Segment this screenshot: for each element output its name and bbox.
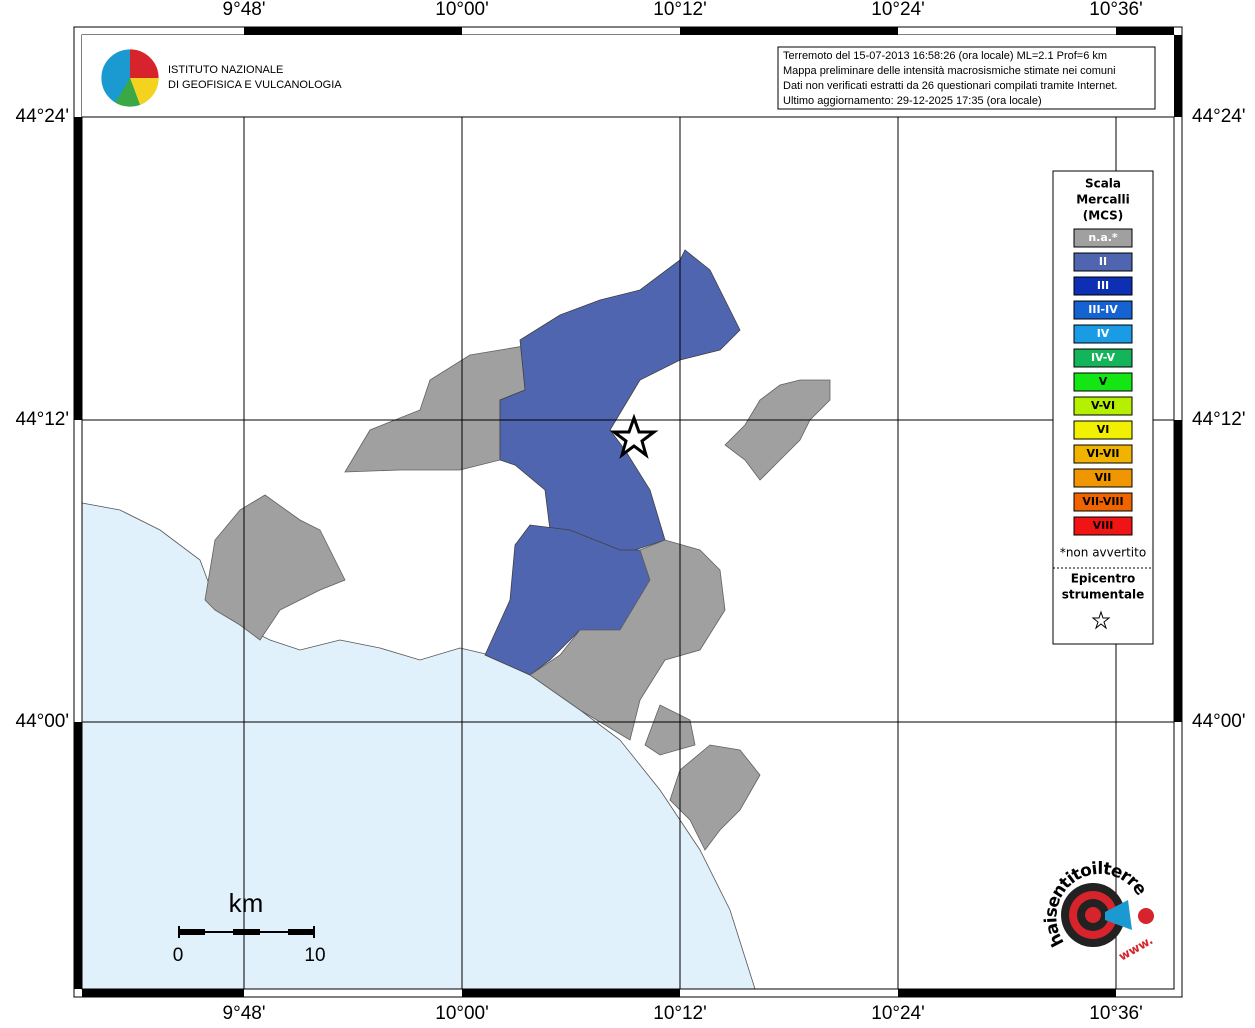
scale-start: 0 (173, 945, 184, 966)
info-box (777, 46, 1156, 110)
legend-label: IV (1097, 327, 1110, 340)
info-line: Dati non verificati estratti da 26 quest… (783, 80, 1117, 92)
scale-bar-ticks (178, 926, 315, 938)
longitude-label: 9°48' (223, 0, 266, 20)
legend-swatch (1073, 420, 1133, 440)
longitude-label: 10°12' (653, 1003, 707, 1024)
legend-swatch (1073, 372, 1133, 392)
info-line: Ultimo aggiornamento: 29-12-2025 17:35 (… (783, 95, 1042, 107)
municipality-na (669, 744, 761, 851)
legend-label: VII-VIII (1082, 495, 1123, 508)
municipality-na (644, 704, 696, 756)
municipality-na (529, 539, 726, 741)
institute-name: DI GEOFISICA E VULCANOLOGIA (168, 79, 342, 91)
latitude-label: 44°24' (16, 106, 70, 127)
legend-label: V-VI (1091, 399, 1115, 412)
latitude-label: 44°12' (1192, 409, 1246, 430)
scale-end: 10 (304, 945, 325, 966)
frame-bars (74, 27, 1182, 997)
legend-swatch (1073, 468, 1133, 488)
legend-label: II (1099, 255, 1107, 268)
longitude-label: 10°36' (1089, 0, 1143, 20)
legend-epicenter: Epicentro (1071, 572, 1136, 586)
legend-swatch (1073, 276, 1133, 296)
legend-swatch (1073, 348, 1133, 368)
info-line: Terremoto del 15-07-2013 16:58:26 (ora l… (783, 50, 1107, 62)
longitude-label: 10°00' (435, 0, 489, 20)
legend-swatch (1073, 252, 1133, 272)
legend-label: V (1099, 375, 1108, 388)
latitude-label: 44°24' (1192, 106, 1246, 127)
legend-swatch (1073, 444, 1133, 464)
legend-label: VI (1097, 423, 1110, 436)
legend-title: (MCS) (1083, 209, 1124, 223)
legend-label: III (1097, 279, 1109, 292)
latitude-label: 44°12' (16, 409, 70, 430)
legend-label: VIII (1093, 519, 1114, 532)
longitude-label: 10°24' (871, 0, 925, 20)
legend-epicenter: strumentale (1062, 588, 1145, 602)
longitude-label: 10°24' (871, 1003, 925, 1024)
institute-name: ISTITUTO NAZIONALE (168, 64, 283, 76)
epicenter-star (609, 413, 659, 459)
legend-swatch (1073, 324, 1133, 344)
legend-star (1091, 610, 1111, 630)
legend-swatch (1073, 516, 1133, 536)
sea (81, 502, 756, 990)
legend-note: *non avvertito (1060, 546, 1146, 560)
scale-unit: km (229, 888, 264, 918)
legend-title: Mercalli (1076, 193, 1130, 207)
legend-swatch (1073, 228, 1133, 248)
municipality-na (724, 379, 831, 481)
legend-label: III-IV (1088, 303, 1118, 316)
longitude-label: 10°00' (435, 1003, 489, 1024)
legend-label: IV-V (1091, 351, 1116, 364)
latitude-label: 44°00' (16, 711, 70, 732)
longitude-label: 10°36' (1089, 1003, 1143, 1024)
info-line: Mappa preliminare delle intensità macros… (783, 65, 1116, 77)
latitude-label: 44°00' (1192, 711, 1246, 732)
legend-swatch (1073, 300, 1133, 320)
legend-swatch (1073, 492, 1133, 512)
legend-label: n.a.* (1088, 231, 1118, 244)
ingv-logo (100, 48, 160, 108)
legend-label: VII (1095, 471, 1112, 484)
legend-swatch (1073, 396, 1133, 416)
longitude-label: 10°12' (653, 0, 707, 20)
longitude-label: 9°48' (223, 1003, 266, 1024)
legend-label: VI-VII (1086, 447, 1119, 460)
legend-title: Scala (1085, 177, 1121, 191)
